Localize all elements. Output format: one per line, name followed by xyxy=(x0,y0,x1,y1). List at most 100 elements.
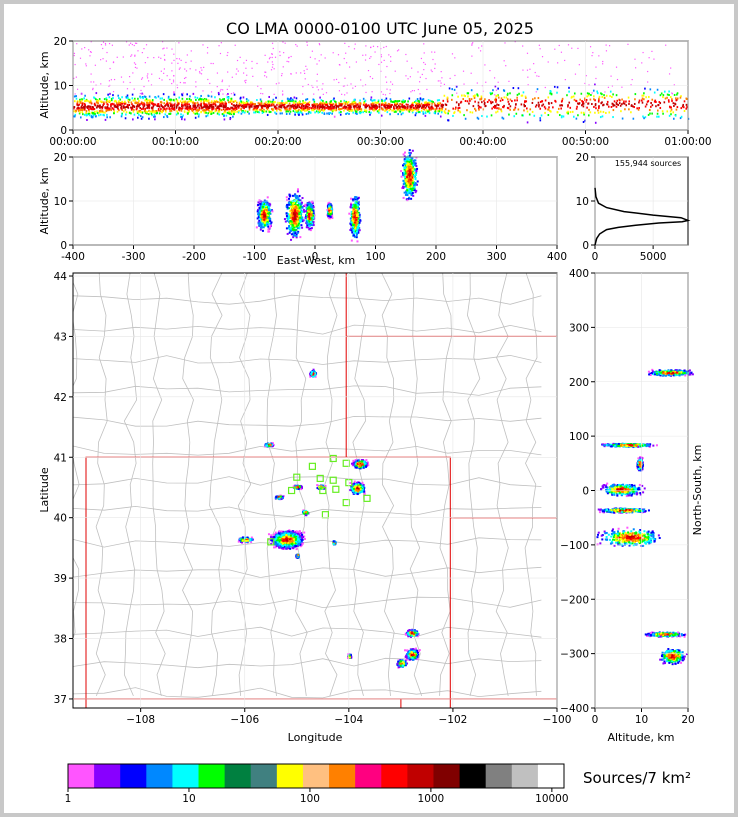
source-point xyxy=(106,113,108,116)
source-point xyxy=(323,102,326,105)
source-point xyxy=(399,108,402,111)
source-point xyxy=(390,60,392,62)
source-point xyxy=(644,105,647,108)
source-point xyxy=(539,107,542,110)
source-point xyxy=(495,100,497,103)
source-point xyxy=(270,103,273,106)
source-point xyxy=(418,110,420,113)
source-point xyxy=(622,102,625,105)
source-point xyxy=(266,214,269,217)
source-point xyxy=(287,203,290,206)
source-point xyxy=(349,222,352,225)
source-point xyxy=(192,100,194,103)
source-point xyxy=(208,109,210,112)
source-point xyxy=(476,116,479,119)
source-point xyxy=(331,215,334,218)
source-point xyxy=(387,106,389,109)
source-point xyxy=(414,101,417,104)
source-point xyxy=(238,101,241,104)
source-point xyxy=(539,100,542,103)
source-point xyxy=(517,108,520,111)
source-point xyxy=(199,98,201,101)
source-point xyxy=(582,111,585,114)
source-point xyxy=(100,83,102,85)
source-point xyxy=(538,75,540,78)
source-point xyxy=(430,69,432,71)
source-point xyxy=(284,220,287,223)
source-point xyxy=(394,110,397,113)
source-point xyxy=(184,100,187,103)
source-point xyxy=(658,101,661,104)
source-point xyxy=(537,97,540,100)
source-point xyxy=(141,92,144,95)
source-point xyxy=(262,222,265,225)
source-point xyxy=(559,104,561,107)
source-point xyxy=(424,114,427,117)
source-point xyxy=(428,107,431,110)
source-point xyxy=(320,54,322,56)
source-point xyxy=(207,94,210,97)
source-point xyxy=(116,106,119,109)
source-point xyxy=(152,111,154,114)
source-point xyxy=(525,100,528,103)
source-point xyxy=(331,217,334,220)
source-point xyxy=(239,56,241,58)
source-point xyxy=(151,106,153,109)
source-point xyxy=(300,224,303,227)
source-point xyxy=(301,103,304,106)
source-point xyxy=(77,106,80,109)
source-point xyxy=(206,103,208,106)
source-point xyxy=(76,101,79,104)
source-point xyxy=(423,101,426,104)
source-point xyxy=(579,98,581,101)
source-point xyxy=(218,105,221,108)
source-point xyxy=(227,112,230,115)
source-point xyxy=(293,214,296,217)
source-point xyxy=(352,111,354,114)
source-point xyxy=(359,111,362,114)
source-point xyxy=(339,107,342,110)
source-point xyxy=(298,218,301,221)
source-point xyxy=(560,116,563,119)
source-point xyxy=(256,107,259,110)
source-point xyxy=(152,109,154,112)
source-point xyxy=(246,110,249,113)
source-point xyxy=(599,116,602,119)
source-point xyxy=(474,109,477,112)
source-point xyxy=(143,102,145,105)
source-point xyxy=(302,107,305,110)
source-point xyxy=(345,52,347,54)
source-point xyxy=(307,213,310,216)
source-point xyxy=(188,110,191,113)
source-point xyxy=(124,108,127,111)
source-point xyxy=(169,105,172,108)
source-point xyxy=(180,118,183,121)
source-point xyxy=(327,107,330,110)
source-point xyxy=(305,208,308,211)
source-point xyxy=(671,99,673,102)
source-point xyxy=(78,103,81,106)
source-point xyxy=(185,103,187,106)
source-point xyxy=(567,112,569,115)
source-point xyxy=(134,55,136,57)
source-point xyxy=(352,226,355,229)
source-point xyxy=(146,107,148,110)
source-point xyxy=(411,111,414,114)
source-point xyxy=(242,72,245,74)
source-point xyxy=(284,42,286,44)
source-point xyxy=(92,88,94,91)
source-point xyxy=(108,109,111,112)
source-point xyxy=(200,111,202,114)
source-point xyxy=(643,92,645,95)
source-point xyxy=(161,111,163,114)
source-point xyxy=(267,204,270,207)
source-point xyxy=(566,94,568,97)
source-point xyxy=(288,107,291,110)
source-point xyxy=(194,96,197,99)
source-point xyxy=(291,98,294,101)
source-point xyxy=(404,106,407,109)
source-point xyxy=(290,105,293,108)
source-point xyxy=(195,98,197,101)
source-point xyxy=(675,97,677,100)
source-point xyxy=(128,111,131,114)
